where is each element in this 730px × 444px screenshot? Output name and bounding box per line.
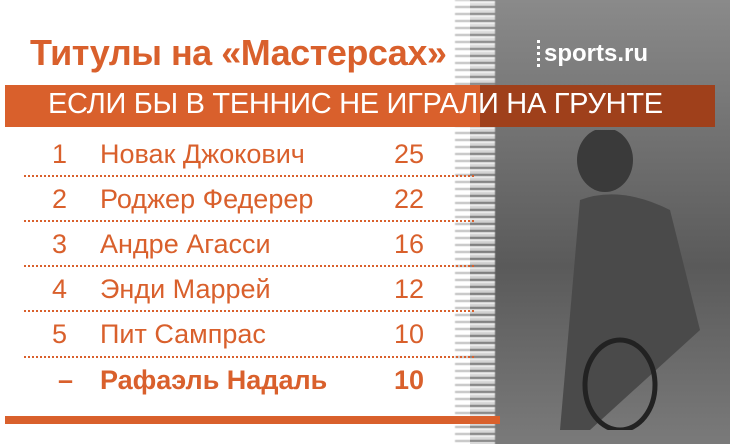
row-divider — [24, 265, 474, 267]
tennis-player-image — [560, 130, 700, 430]
titles-count: 10 — [394, 319, 425, 349]
titles-count: 12 — [394, 274, 425, 304]
table-row: 2 Роджер Федерер 22 — [0, 177, 470, 222]
logo-text: sports.ru — [544, 40, 649, 67]
sports-ru-logo: sports.ru — [537, 40, 648, 68]
banner-shade — [480, 85, 715, 127]
subtitle: ЕСЛИ БЫ В ТЕННИС НЕ ИГРАЛИ НА ГРУНТЕ — [48, 88, 663, 120]
row-divider — [24, 175, 474, 177]
bottom-stripe — [5, 416, 500, 424]
row-divider — [24, 356, 474, 358]
player-name: Энди Маррей — [100, 274, 271, 304]
player-name: Андре Агасси — [100, 229, 271, 259]
table-row: 1 Новак Джокович 25 — [0, 132, 470, 177]
titles-count: 22 — [394, 184, 425, 214]
titles-count: 25 — [394, 139, 425, 169]
grunge-edge — [455, 0, 495, 444]
player-name: Пит Сампрас — [100, 319, 266, 349]
rank: 1 — [52, 139, 68, 169]
table-row: 4 Энди Маррей 12 — [0, 267, 470, 312]
player-name: Роджер Федерер — [100, 184, 314, 214]
titles-count: 16 — [394, 229, 425, 259]
rank: 5 — [52, 319, 68, 349]
logo-dots-icon — [537, 40, 540, 68]
row-divider — [24, 310, 474, 312]
page-title: Титулы на «Мастерсах» — [30, 32, 447, 73]
table-row: 5 Пит Сампрас 10 — [0, 312, 470, 357]
row-divider — [24, 220, 474, 222]
rank: – — [58, 365, 74, 395]
rank: 3 — [52, 229, 68, 259]
rank: 4 — [52, 274, 68, 304]
table-row: 3 Андре Агасси 16 — [0, 222, 470, 267]
player-name: Новак Джокович — [100, 139, 305, 169]
table-row-highlighted: – Рафаэль Надаль 10 — [0, 358, 470, 403]
titles-count: 10 — [394, 365, 425, 395]
rank: 2 — [52, 184, 68, 214]
player-name: Рафаэль Надаль — [100, 365, 328, 395]
